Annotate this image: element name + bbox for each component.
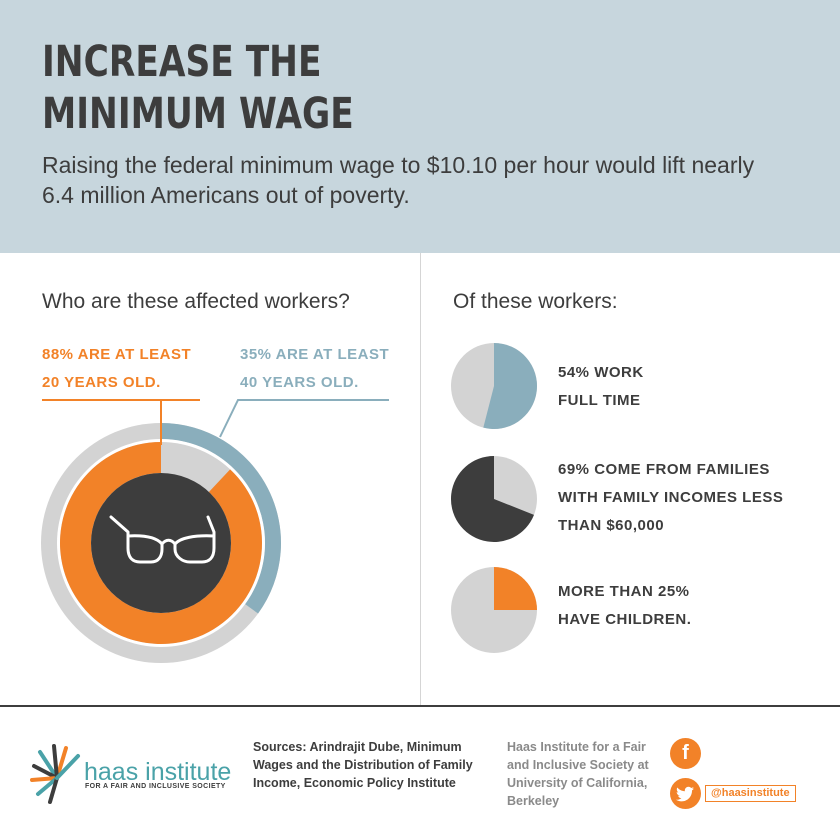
right-heading: Of these workers: (453, 290, 618, 313)
twitter-handle[interactable]: @haasinstitute (705, 785, 796, 802)
facebook-glyph: f (682, 742, 689, 764)
note-orange-line-1: 88% ARE AT LEAST (42, 346, 192, 363)
sources-line-3: Income, Economic Policy Institute (253, 776, 456, 790)
stat-full-time-line-2: FULL TIME (558, 392, 641, 409)
donut-arc-35-percent (161, 423, 282, 614)
institute-line-3: University of California, (507, 776, 648, 790)
stat-children-line-1: MORE THAN 25% (558, 583, 690, 600)
stat-family-income-line-1: 69% COME FROM FAMILIES (558, 461, 770, 478)
logo-name: haas institute (84, 758, 232, 786)
pie-full-time (451, 343, 537, 429)
note-orange: 88% ARE AT LEAST 20 YEARS OLD. (42, 341, 191, 397)
note-blue: 35% ARE AT LEAST 40 YEARS OLD. (240, 341, 389, 397)
note-blue-line-2: 40 YEARS OLD. (240, 374, 359, 391)
footer-divider (0, 705, 840, 707)
pie-family-income-slice (451, 456, 534, 542)
age-donut-chart (41, 399, 389, 663)
twitter-icon[interactable] (670, 778, 701, 809)
haas-logo-icon (30, 744, 80, 804)
stat-full-time-line-1: 54% WORK (558, 364, 644, 381)
pie-children (451, 567, 537, 653)
note-orange-line-2: 20 YEARS OLD. (42, 374, 161, 391)
institute-text: Haas Institute for a Fair and Inclusive … (507, 738, 667, 810)
facebook-icon[interactable]: f (670, 738, 701, 769)
twitter-bird-icon (675, 786, 694, 802)
stat-full-time: 54% WORK FULL TIME (558, 359, 644, 415)
pie-children-slice (494, 567, 537, 610)
column-divider (420, 253, 421, 705)
institute-line-2: and Inclusive Society at (507, 758, 649, 772)
stat-children-line-2: HAVE CHILDREN. (558, 611, 692, 628)
stat-children: MORE THAN 25% HAVE CHILDREN. (558, 578, 691, 634)
title-line-2: MINIMUM WAGE (42, 89, 354, 139)
pie-family-income (451, 456, 537, 542)
stat-family-income-line-2: WITH FAMILY INCOMES LESS (558, 489, 784, 506)
left-heading: Who are these affected workers? (42, 290, 350, 313)
sources-line-1: Sources: Arindrajit Dube, Minimum (253, 740, 462, 754)
logo-tagline: FOR A FAIR AND INCLUSIVE SOCIETY (85, 783, 226, 790)
header-banner: INCREASE THE MINIMUM WAGE Raising the fe… (0, 0, 840, 253)
note-blue-line-1: 35% ARE AT LEAST (240, 346, 390, 363)
subtitle-line-1: Raising the federal minimum wage to $10.… (42, 152, 755, 178)
subtitle-line-2: 6.4 million Americans out of poverty. (42, 182, 410, 208)
institute-line-4: Berkeley (507, 794, 560, 808)
page-title: INCREASE THE MINIMUM WAGE (42, 36, 354, 140)
stat-family-income-line-3: THAN $60,000 (558, 517, 665, 534)
blue-leader-line (219, 399, 389, 438)
title-line-1: INCREASE THE (42, 37, 322, 87)
glasses-icon (109, 515, 216, 564)
institute-line-1: Haas Institute for a Fair (507, 740, 646, 754)
stat-family-income: 69% COME FROM FAMILIES WITH FAMILY INCOM… (558, 456, 783, 540)
sources-text: Sources: Arindrajit Dube, Minimum Wages … (253, 738, 493, 792)
pie-full-time-slice (483, 343, 537, 429)
page-subtitle: Raising the federal minimum wage to $10.… (42, 150, 802, 210)
donut-arc-88-percent (59, 442, 263, 644)
sources-line-2: Wages and the Distribution of Family (253, 758, 473, 772)
